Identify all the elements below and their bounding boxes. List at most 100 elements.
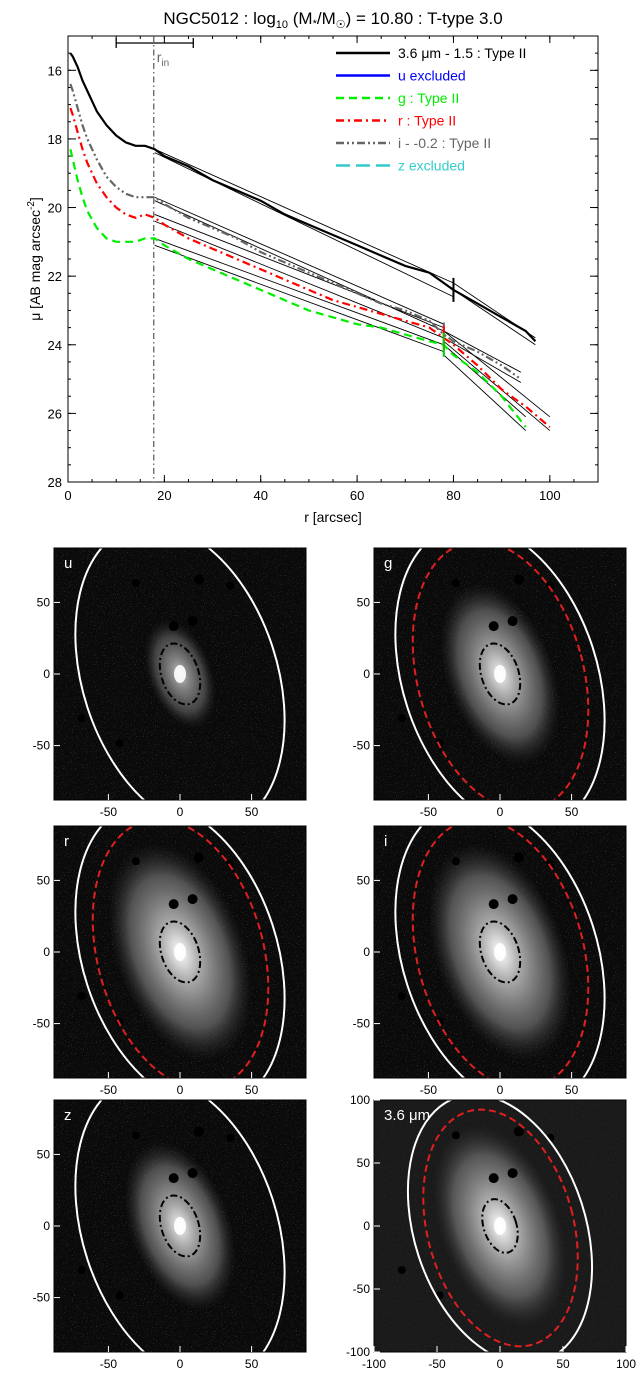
image-y-tick-label: 0 [363,667,370,681]
masked-star [131,857,140,866]
rin-ellipse [158,642,202,706]
masked-star [488,1173,499,1184]
image-y-tick-label: -50 [33,1291,51,1305]
panel-content [54,548,306,800]
image-x-tick-label: 0 [497,805,504,819]
outer-ellipse [74,548,286,800]
masked-star [513,1126,524,1137]
masked-star [546,581,555,590]
rin-label: rin [157,49,169,69]
masked-star [187,894,198,905]
image-x-tick-label: -50 [420,1083,438,1097]
image-y-tick-label: 0 [43,1219,50,1233]
masked-star [168,899,179,910]
image-y-tick-label: 50 [357,1156,371,1170]
fit-line [154,244,444,353]
masked-star [168,621,179,632]
series-line-3 [69,148,527,428]
fit-line [154,200,445,332]
masked-star [77,714,86,723]
masked-star [193,852,204,863]
rin-ellipse [478,920,522,984]
image-y-tick-label: 0 [363,1219,370,1233]
masked-star [488,899,499,910]
fit-line [154,237,444,346]
rin-ellipse [481,1198,519,1254]
masked-star [397,714,406,723]
y-tick-label: 26 [48,406,62,421]
masked-star [115,1017,124,1026]
masked-star [226,859,235,868]
image-x-tick-label: 0 [177,1083,184,1097]
fit-line [443,337,522,383]
masked-star [187,1168,198,1179]
panel-content [54,826,306,1078]
masked-star [451,857,460,866]
masked-star [507,1168,518,1179]
image-x-tick-label: 0 [177,1357,184,1371]
image-panel-u: u -50 0 50 50 0 -50 [33,547,307,819]
masked-star [193,574,204,585]
galaxy-core [174,943,186,961]
masked-star [488,621,499,632]
masked-star [507,894,518,905]
masked-star [435,1017,444,1026]
fit-line [443,354,527,431]
masked-star [513,852,524,863]
image-x-tick-label: 50 [245,805,259,819]
fit-line [443,340,551,431]
image-x-tick-label: -50 [100,805,118,819]
galaxy-core [494,1217,506,1235]
masked-star [226,1133,235,1142]
image-y-tick-label: 50 [37,1147,51,1161]
image-x-tick-label: -50 [428,1357,446,1371]
fit-line [154,148,454,284]
image-y-tick-label: 50 [357,595,371,609]
x-axis-label: r [arcsec] [304,509,362,525]
plot-frame [67,35,599,483]
masked-star [115,1291,124,1300]
image-x-tick-label: 0 [177,805,184,819]
legend-label: z excluded [398,158,465,174]
image-panel-z: z -50 0 50 50 0 -50 [33,1099,307,1371]
masked-star [507,616,518,627]
image-panel-g: g -50 0 50 50 0 -50 [353,547,627,819]
image-x-tick-label: 100 [616,1357,636,1371]
outer-ellipse [394,826,606,1078]
image-y-tick-label: 0 [43,667,50,681]
image-x-tick-label: 0 [497,1083,504,1097]
panel-content [374,1100,626,1352]
fit-line [154,196,444,325]
image-x-tick-label: -50 [100,1083,118,1097]
fit-line [443,330,551,418]
image-y-tick-label: -50 [353,739,371,753]
image-y-tick-label: 100 [350,1093,370,1107]
masked-star [131,579,140,588]
image-x-tick-label: -100 [362,1357,386,1371]
galaxy-core [174,665,186,683]
masked-star [168,1173,179,1184]
image-y-tick-label: 0 [43,945,50,959]
x-tick-label: 20 [157,488,171,503]
legend-label: g : Type II [398,90,459,106]
image-y-tick-label: -50 [353,1017,371,1031]
panel-label: z [64,1107,72,1124]
image-x-tick-label: 50 [565,805,579,819]
y-tick-label: 20 [48,201,62,216]
image-x-tick-label: 50 [556,1357,570,1371]
series-line-0 [69,52,537,343]
fit-line [154,152,454,298]
x-tick-label: 0 [64,488,71,503]
break-ellipse [411,548,590,800]
masked-star [451,1131,460,1140]
panel-label: u [64,555,72,572]
y-tick-label: 24 [48,338,62,353]
masked-star [77,1266,86,1275]
image-y-tick-label: 50 [357,873,371,887]
panel-content [374,826,626,1078]
image-y-tick-label: 0 [363,945,370,959]
legend-label: i - -0.2 : Type II [398,135,491,151]
panel-label: 3.6 μm [384,1107,430,1124]
